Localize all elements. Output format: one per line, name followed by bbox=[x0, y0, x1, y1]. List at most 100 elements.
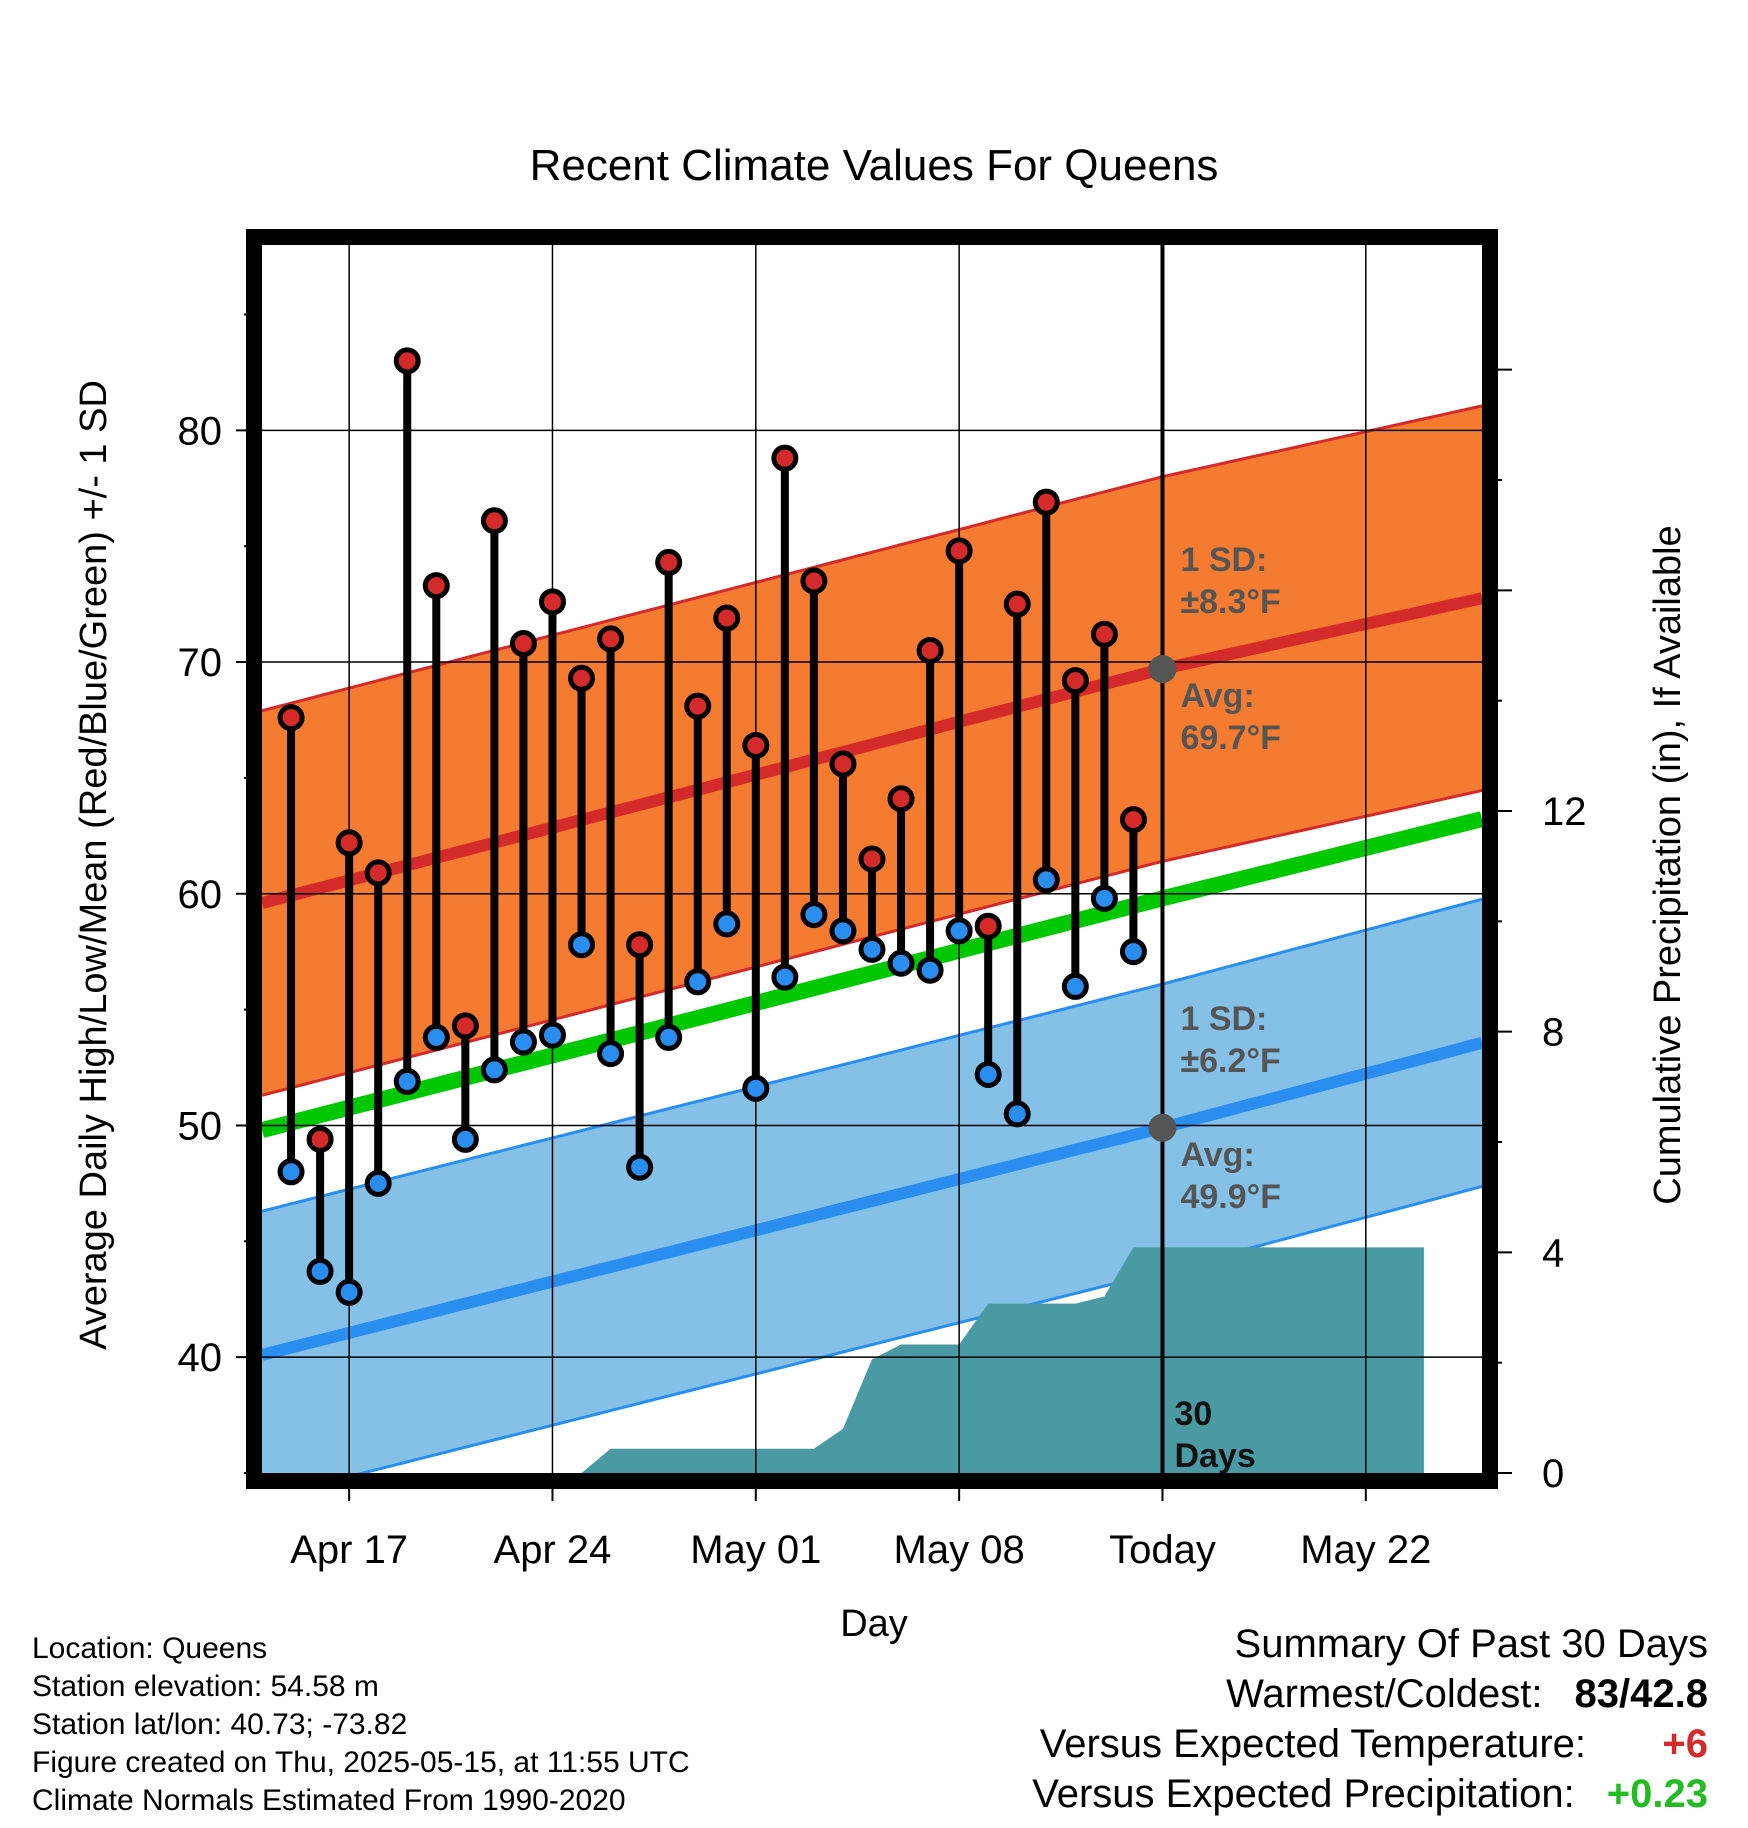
low-band-lower bbox=[356, 1185, 1482, 1473]
summary-panel: Summary Of Past 30 Days Warmest/Coldest:… bbox=[1032, 1622, 1708, 1822]
low-point bbox=[364, 1169, 392, 1197]
low-point bbox=[742, 1074, 770, 1102]
temp-value: +6 bbox=[1662, 1722, 1708, 1766]
high-point bbox=[306, 1125, 334, 1153]
low-point bbox=[800, 901, 828, 929]
temp-label: Versus Expected Temperature: bbox=[1039, 1722, 1586, 1766]
high-point bbox=[974, 912, 1002, 940]
high-avg-annotation: Avg: 69.7°F bbox=[1180, 677, 1281, 757]
high-point bbox=[742, 731, 770, 759]
low-avg-annotation: Avg: 49.9°F bbox=[1180, 1136, 1281, 1216]
summary-warm-cold: Warmest/Coldest: 83/42.8 bbox=[1032, 1672, 1708, 1722]
high-avg-line bbox=[262, 592, 1482, 909]
low-point bbox=[1119, 938, 1147, 966]
low-point bbox=[1061, 972, 1089, 1000]
y-axis-left-label: Average Daily High/Low/Mean (Red/Blue/Gr… bbox=[73, 380, 115, 1350]
created-text: Figure created on Thu, 2025-05-15, at 11… bbox=[32, 1746, 690, 1779]
low-point bbox=[597, 1040, 625, 1068]
high-point bbox=[364, 859, 392, 887]
high-point bbox=[858, 845, 886, 873]
y-left-tick-label: 50 bbox=[178, 1104, 223, 1148]
low-point bbox=[916, 956, 944, 984]
plot-area: 1 SD: ±8.3°F Avg: 69.7°F 1 SD: ±6.2°F Avg: 49.9… bbox=[262, 245, 1482, 1475]
low-band bbox=[262, 899, 1482, 1473]
x-tick-label: May 08 bbox=[894, 1528, 1025, 1572]
summary-temp: Versus Expected Temperature: +6 bbox=[1032, 1722, 1708, 1772]
low-point bbox=[829, 917, 857, 945]
high-point bbox=[945, 537, 973, 565]
low-point bbox=[974, 1060, 1002, 1088]
precip-label: Versus Expected Precipitation: bbox=[1032, 1772, 1575, 1816]
precip-area bbox=[581, 1247, 1424, 1473]
high-point bbox=[916, 636, 944, 664]
low-point bbox=[568, 931, 596, 959]
high-band-upper bbox=[262, 404, 1482, 713]
window-label: 30 Days bbox=[1174, 1395, 1255, 1475]
high-point bbox=[1119, 806, 1147, 834]
y-left-tick-label: 60 bbox=[178, 873, 223, 917]
today-high-avg-dot bbox=[1148, 655, 1177, 684]
low-point bbox=[277, 1158, 305, 1186]
high-point bbox=[1032, 488, 1060, 516]
location-text: Location: Queens bbox=[32, 1632, 268, 1665]
low-point bbox=[451, 1125, 479, 1153]
y-right-tick-label: 12 bbox=[1542, 790, 1587, 834]
high-point bbox=[451, 1012, 479, 1040]
today-low-avg-dot bbox=[1148, 1113, 1177, 1142]
chart-title: Recent Climate Values For Queens bbox=[530, 141, 1219, 190]
high-point bbox=[568, 664, 596, 692]
high-point bbox=[800, 567, 828, 595]
x-tick-label: Today bbox=[1109, 1528, 1216, 1572]
high-point bbox=[1061, 667, 1089, 695]
warm-cold-label: Warmest/Coldest: bbox=[1226, 1672, 1543, 1716]
high-point bbox=[626, 931, 654, 959]
y-left-tick-label: 70 bbox=[178, 641, 223, 685]
low-point bbox=[655, 1023, 683, 1051]
precip-value: +0.23 bbox=[1606, 1772, 1708, 1816]
y-left-tick-label: 80 bbox=[178, 409, 223, 453]
x-tick-label: Apr 24 bbox=[494, 1528, 612, 1572]
high-point bbox=[393, 347, 421, 375]
high-point bbox=[655, 548, 683, 576]
high-point bbox=[422, 572, 450, 600]
low-point bbox=[1032, 866, 1060, 894]
low-point bbox=[1090, 884, 1118, 912]
low-point bbox=[335, 1278, 363, 1306]
low-point bbox=[393, 1067, 421, 1095]
y-axis-right-label: Cumulative Precipitation (in), If Availa… bbox=[1647, 525, 1689, 1204]
high-point bbox=[1090, 620, 1118, 648]
low-point bbox=[771, 963, 799, 991]
low-point bbox=[858, 935, 886, 963]
summary-precip: Versus Expected Precipitation: +0.23 bbox=[1032, 1772, 1708, 1822]
low-point bbox=[480, 1056, 508, 1084]
low-point bbox=[626, 1153, 654, 1181]
high-point bbox=[509, 630, 537, 658]
axes: 40 50 60 70 80 0 4 8 12 Apr 17 Apr 24 May 01 May 08 T… bbox=[178, 229, 1587, 1572]
plot-frame bbox=[246, 229, 1498, 1489]
normals-text: Climate Normals Estimated From 1990-2020 bbox=[32, 1784, 626, 1817]
low-avg-line bbox=[262, 1037, 1482, 1361]
x-tick-label: May 22 bbox=[1300, 1528, 1431, 1572]
high-point bbox=[1003, 590, 1031, 618]
x-tick-label: Apr 17 bbox=[290, 1528, 408, 1572]
high-point bbox=[713, 604, 741, 632]
x-tick-label: May 01 bbox=[690, 1528, 821, 1572]
high-sd-annotation: 1 SD: ±8.3°F bbox=[1180, 541, 1280, 621]
plot-content bbox=[262, 245, 1482, 1473]
warm-cold-value: 83/42.8 bbox=[1574, 1672, 1708, 1716]
high-point bbox=[597, 625, 625, 653]
y-right-tick-label: 0 bbox=[1542, 1452, 1564, 1496]
high-point bbox=[887, 785, 915, 813]
y-right-tick-label: 8 bbox=[1542, 1011, 1564, 1055]
low-point bbox=[422, 1023, 450, 1051]
high-point bbox=[277, 704, 305, 732]
high-point bbox=[771, 444, 799, 472]
elevation-text: Station elevation: 54.58 m bbox=[32, 1670, 379, 1703]
station-info: Location: Queens Station elevation: 54.5… bbox=[32, 1630, 690, 1820]
x-axis-label: Day bbox=[840, 1603, 908, 1645]
low-point bbox=[713, 910, 741, 938]
latlon-text: Station lat/lon: 40.73; -73.82 bbox=[32, 1708, 408, 1741]
high-point bbox=[829, 750, 857, 778]
low-point bbox=[684, 968, 712, 996]
